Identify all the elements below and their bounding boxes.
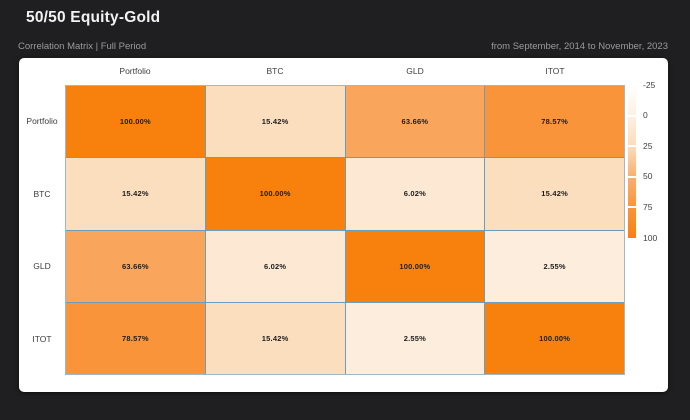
color-scale-label-50: 50: [643, 171, 653, 182]
color-scale-label--25: -25: [643, 79, 656, 90]
heatmap-cell-portfolio-gld[interactable]: 63.66%: [345, 86, 485, 158]
heatmap-cell-btc-btc[interactable]: 100.00%: [205, 158, 345, 230]
date-range-label: from September, 2014 to November, 2023: [491, 41, 668, 52]
color-scale-tick-25: [628, 145, 639, 148]
heatmap-cell-itot-portfolio[interactable]: 78.57%: [66, 302, 205, 374]
heatmap-cell-btc-portfolio[interactable]: 15.42%: [66, 158, 205, 230]
row-label-portfolio: Portfolio: [26, 116, 58, 127]
color-scale-legend: -25 0 25 50 75 100: [628, 80, 688, 242]
heatmap-cell-itot-itot[interactable]: 100.00%: [485, 302, 624, 374]
heatmap-cell-itot-gld[interactable]: 2.55%: [345, 302, 485, 374]
row-label-itot: ITOT: [32, 333, 52, 344]
color-scale-tick-50: [628, 175, 639, 178]
heatmap-cell-gld-portfolio[interactable]: 63.66%: [66, 230, 205, 302]
column-header-portfolio: Portfolio: [119, 66, 151, 76]
heatmap-cell-portfolio-btc[interactable]: 15.42%: [205, 86, 345, 158]
color-scale-tick-75: [628, 206, 639, 209]
column-header-itot: ITOT: [545, 66, 565, 76]
color-scale-gradient-bar: [628, 85, 636, 238]
heatmap-cell-gld-itot[interactable]: 2.55%: [485, 230, 624, 302]
correlation-matrix-card: Portfolio BTC GLD ITOT Portfolio BTC GLD ITOT …: [19, 58, 668, 392]
column-header-btc: BTC: [266, 66, 284, 76]
row-label-gld: GLD: [33, 261, 51, 272]
chart-subtitle: Correlation Matrix | Full Period: [18, 41, 147, 52]
heatmap-cell-btc-itot[interactable]: 15.42%: [485, 158, 624, 230]
page-title: 50/50 Equity-Gold: [26, 9, 161, 26]
heatmap-cell-itot-btc[interactable]: 15.42%: [205, 302, 345, 374]
heatmap-cell-gld-btc[interactable]: 6.02%: [205, 230, 345, 302]
heatmap-cell-btc-gld[interactable]: 6.02%: [345, 158, 485, 230]
color-scale-label-0: 0: [643, 110, 648, 121]
row-label-btc: BTC: [33, 188, 51, 199]
column-header-gld: GLD: [406, 66, 424, 76]
color-scale-tick-0: [628, 114, 639, 117]
color-scale-label-75: 75: [643, 201, 653, 212]
color-scale-label-25: 25: [643, 140, 653, 151]
color-scale-label-100: 100: [643, 232, 658, 243]
heatmap-cell-portfolio-itot[interactable]: 78.57%: [485, 86, 624, 158]
heatmap-grid: 100.00% 15.42% 63.66% 78.57% 15.42% 100.00% 6.…: [65, 85, 625, 375]
heatmap-cell-portfolio-portfolio[interactable]: 100.00%: [66, 86, 205, 158]
heatmap-cell-gld-gld[interactable]: 100.00%: [345, 230, 485, 302]
